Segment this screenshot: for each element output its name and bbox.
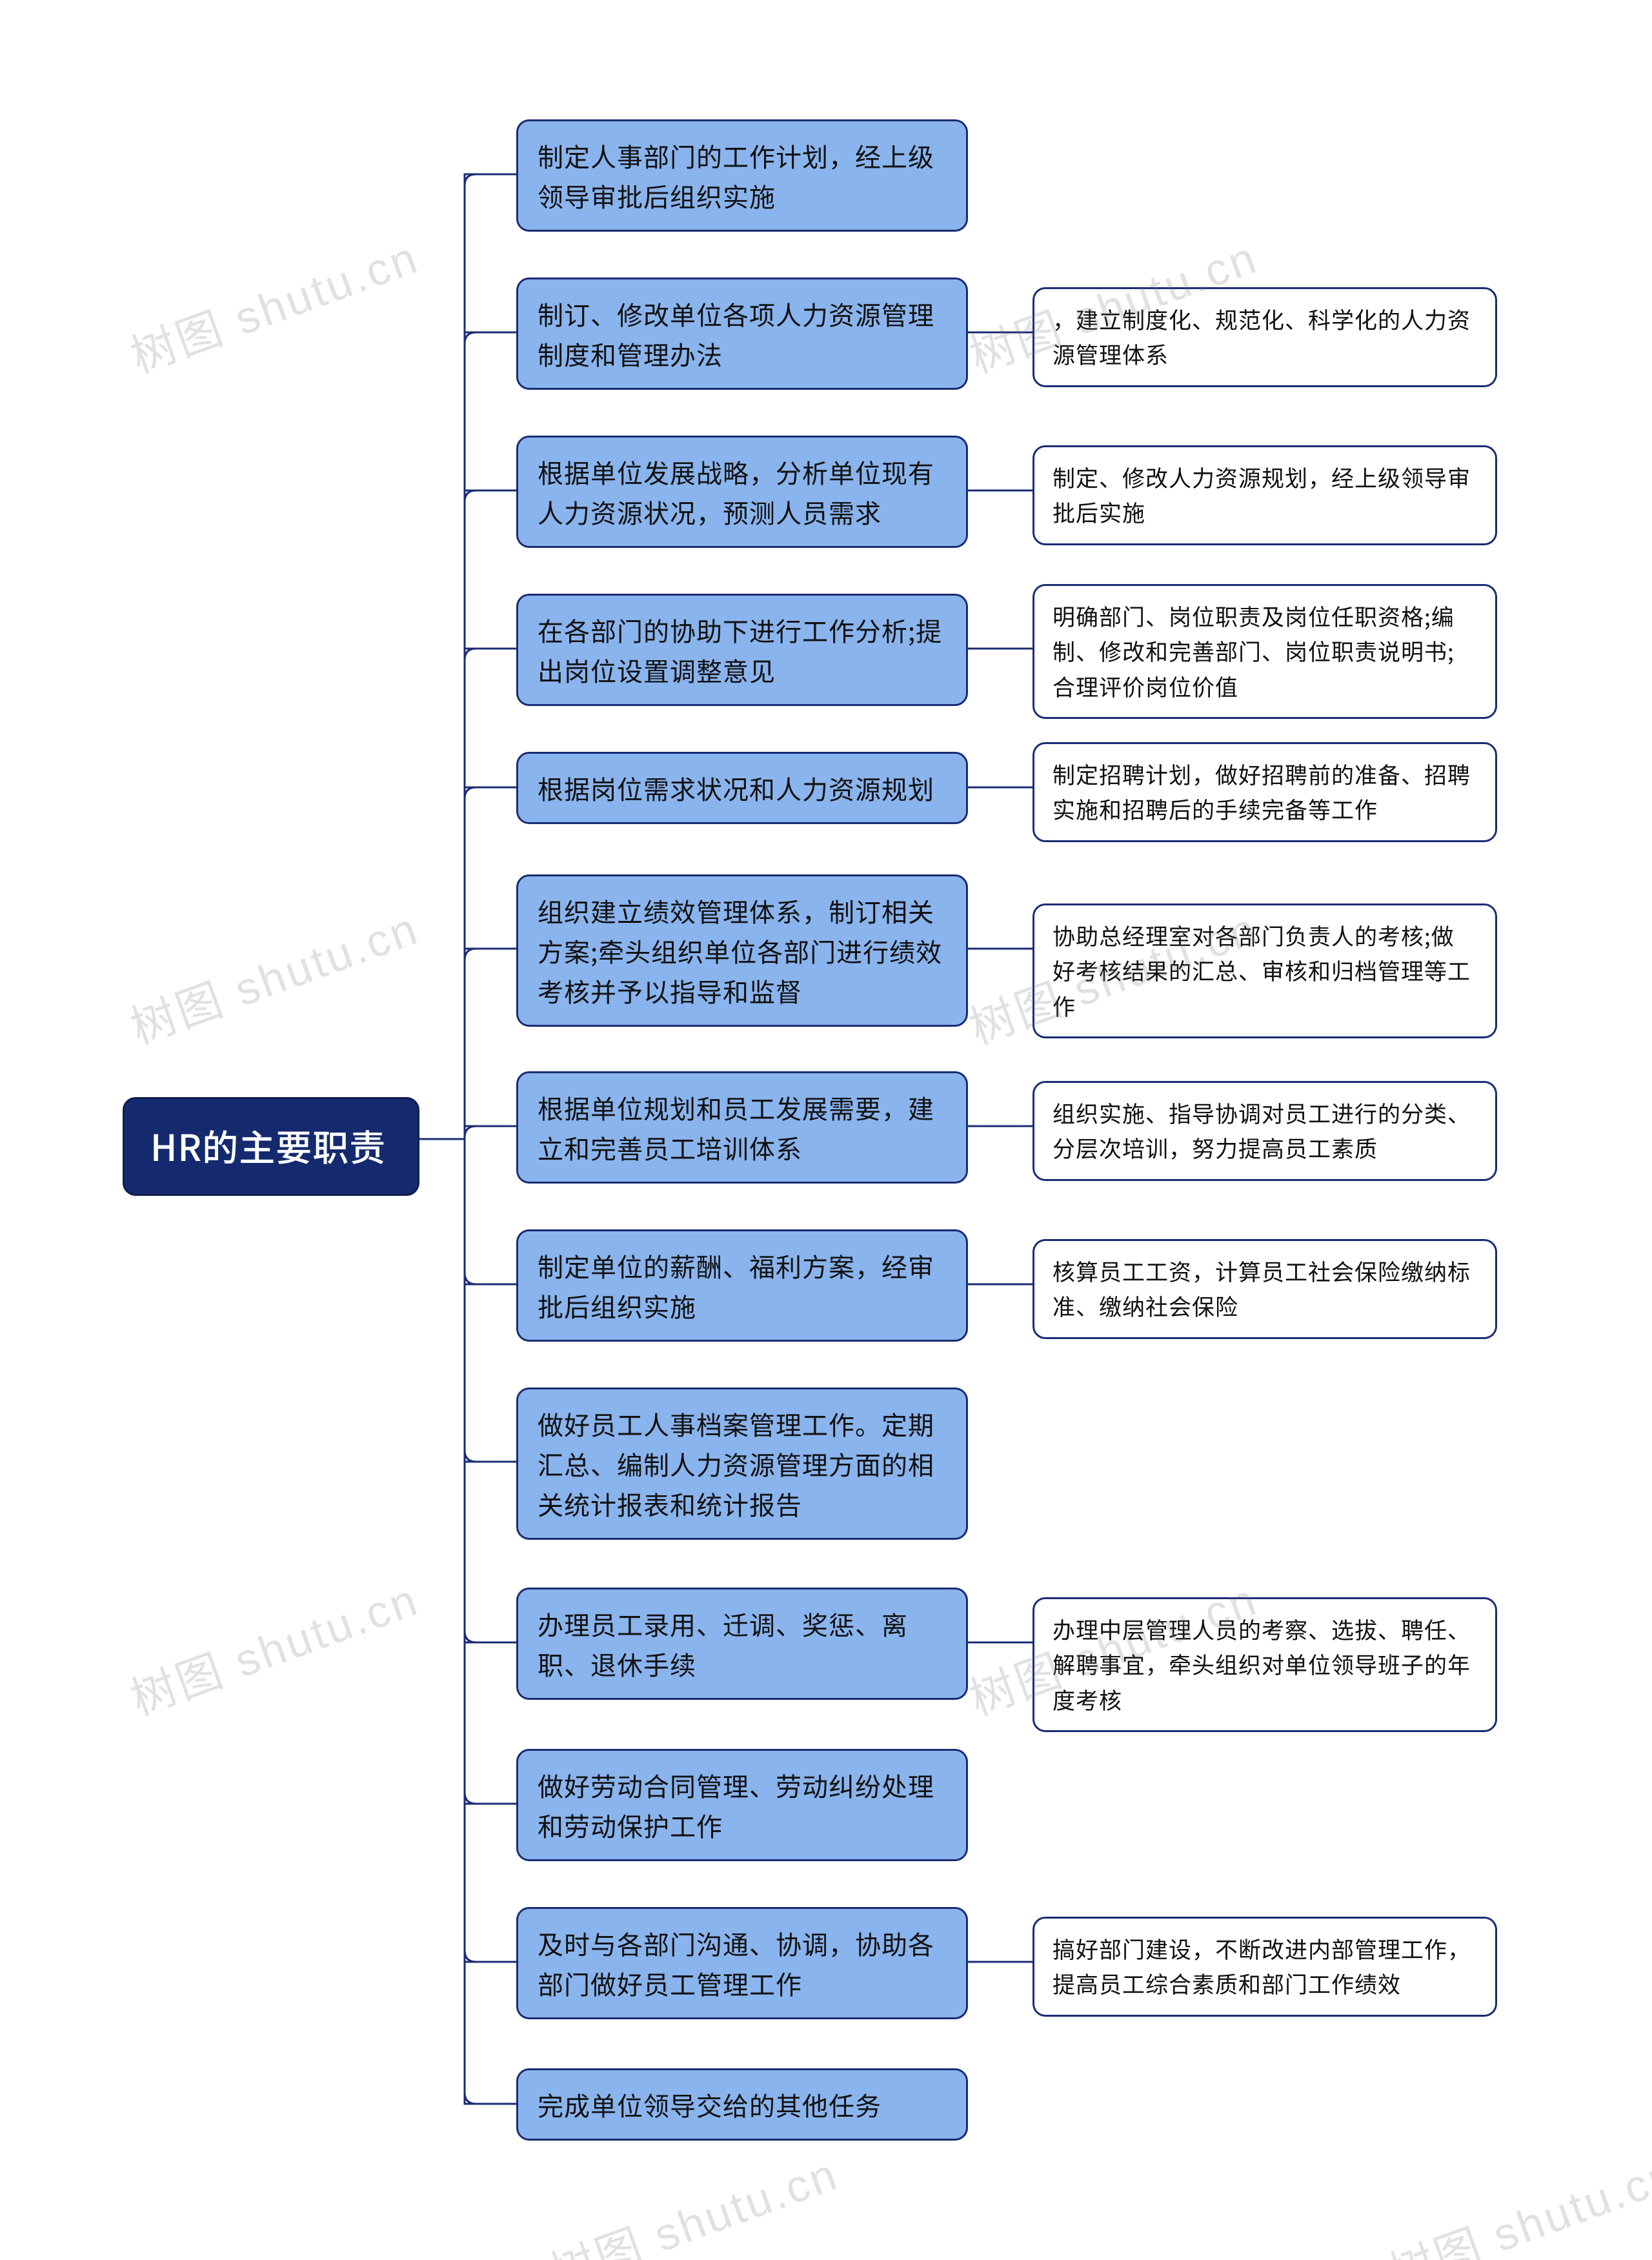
branch-2: 根据单位发展战略，分析单位现有人力资源状况，预测人员需求: [516, 436, 968, 548]
watermark-2: 树图 shutu.cn: [121, 893, 427, 1057]
branch-2-label: 根据单位发展战略，分析单位现有人力资源状况，预测人员需求: [538, 452, 947, 532]
branch-6-label: 根据单位规划和员工发展需要，建立和完善员工培训体系: [538, 1087, 947, 1167]
branch-7-label: 制定单位的薪酬、福利方案，经审批后组织实施: [538, 1246, 947, 1326]
branch-2-child-label: 制定、修改人力资源规划，经上级领导审批后实施: [1053, 460, 1477, 530]
branch-8-label: 做好员工人事档案管理工作。定期汇总、编制人力资源管理方面的相关统计报表和统计报告: [538, 1404, 947, 1524]
branch-1: 制订、修改单位各项人力资源管理制度和管理办法: [516, 277, 968, 390]
branch-11-child-label: 搞好部门建设，不断改进内部管理工作，提高员工综合素质和部门工作绩效: [1053, 1932, 1477, 2002]
branch-0: 制定人事部门的工作计划，经上级领导审批后组织实施: [516, 119, 968, 232]
branch-0-label: 制定人事部门的工作计划，经上级领导审批后组织实施: [538, 136, 947, 216]
branch-3-label: 在各部门的协助下进行工作分析;提出岗位设置调整意见: [538, 610, 947, 690]
branch-4: 根据岗位需求状况和人力资源规划: [516, 752, 968, 824]
branch-2-child: 制定、修改人力资源规划，经上级领导审批后实施: [1032, 445, 1497, 545]
watermark-4: 树图 shutu.cn: [121, 1564, 427, 1728]
branch-11: 及时与各部门沟通、协调，协助各部门做好员工管理工作: [516, 1907, 968, 2019]
branch-4-label: 根据岗位需求状况和人力资源规划: [538, 768, 934, 808]
branch-5-child-label: 协助总经理室对各部门负责人的考核;做好考核结果的汇总、审核和归档管理等工作: [1053, 918, 1477, 1024]
root-node: HR的主要职责: [123, 1097, 419, 1196]
watermark-0: 树图 shutu.cn: [121, 221, 427, 386]
branch-10-label: 做好劳动合同管理、劳动纠纷处理和劳动保护工作: [538, 1765, 947, 1845]
branch-3: 在各部门的协助下进行工作分析;提出岗位设置调整意见: [516, 594, 968, 706]
branch-10: 做好劳动合同管理、劳动纠纷处理和劳动保护工作: [516, 1749, 968, 1861]
branch-1-label: 制订、修改单位各项人力资源管理制度和管理办法: [538, 294, 947, 374]
root-node-label: HR的主要职责: [150, 1118, 386, 1175]
branch-11-label: 及时与各部门沟通、协调，协助各部门做好员工管理工作: [538, 1923, 947, 2003]
branch-9-child-label: 办理中层管理人员的考察、选拔、聘任、解聘事宜，牵头组织对单位领导班子的年度考核: [1053, 1612, 1477, 1717]
branch-6-child: 组织实施、指导协调对员工进行的分类、分层次培训，努力提高员工素质: [1032, 1081, 1497, 1181]
branch-5-label: 组织建立绩效管理体系，制订相关方案;牵头组织单位各部门进行绩效考核并予以指导和监…: [538, 891, 947, 1011]
branch-12-label: 完成单位领导交给的其他任务: [538, 2084, 881, 2124]
branch-5: 组织建立绩效管理体系，制订相关方案;牵头组织单位各部门进行绩效考核并予以指导和监…: [516, 874, 968, 1027]
branch-9: 办理员工录用、迁调、奖惩、离职、退休手续: [516, 1588, 968, 1700]
watermark-6: 树图 shutu.cn: [540, 2138, 846, 2260]
branch-3-child: 明确部门、岗位职责及岗位任职资格;编制、修改和完善部门、岗位职责说明书;合理评价…: [1032, 584, 1497, 719]
branch-6: 根据单位规划和员工发展需要，建立和完善员工培训体系: [516, 1071, 968, 1184]
branch-7-child: 核算员工工资，计算员工社会保险缴纳标准、缴纳社会保险: [1032, 1239, 1497, 1339]
branch-12: 完成单位领导交给的其他任务: [516, 2068, 968, 2141]
branch-1-child: ，建立制度化、规范化、科学化的人力资源管理体系: [1032, 287, 1497, 387]
branch-7: 制定单位的薪酬、福利方案，经审批后组织实施: [516, 1229, 968, 1342]
branch-7-child-label: 核算员工工资，计算员工社会保险缴纳标准、缴纳社会保险: [1053, 1254, 1477, 1324]
branch-4-child-label: 制定招聘计划，做好招聘前的准备、招聘实施和招聘后的手续完备等工作: [1053, 757, 1477, 827]
branch-5-child: 协助总经理室对各部门负责人的考核;做好考核结果的汇总、审核和归档管理等工作: [1032, 903, 1497, 1038]
branch-1-child-label: ，建立制度化、规范化、科学化的人力资源管理体系: [1053, 302, 1477, 372]
branch-4-child: 制定招聘计划，做好招聘前的准备、招聘实施和招聘后的手续完备等工作: [1032, 742, 1497, 842]
branch-9-child: 办理中层管理人员的考察、选拔、聘任、解聘事宜，牵头组织对单位领导班子的年度考核: [1032, 1597, 1497, 1732]
branch-9-label: 办理员工录用、迁调、奖惩、离职、退休手续: [538, 1604, 947, 1684]
branch-11-child: 搞好部门建设，不断改进内部管理工作，提高员工综合素质和部门工作绩效: [1032, 1917, 1497, 2017]
branch-3-child-label: 明确部门、岗位职责及岗位任职资格;编制、修改和完善部门、岗位职责说明书;合理评价…: [1053, 599, 1477, 704]
branch-8: 做好员工人事档案管理工作。定期汇总、编制人力资源管理方面的相关统计报表和统计报告: [516, 1387, 968, 1540]
branch-6-child-label: 组织实施、指导协调对员工进行的分类、分层次培训，努力提高员工素质: [1053, 1096, 1477, 1166]
watermark-7: 树图 shutu.cn: [1379, 2138, 1652, 2260]
